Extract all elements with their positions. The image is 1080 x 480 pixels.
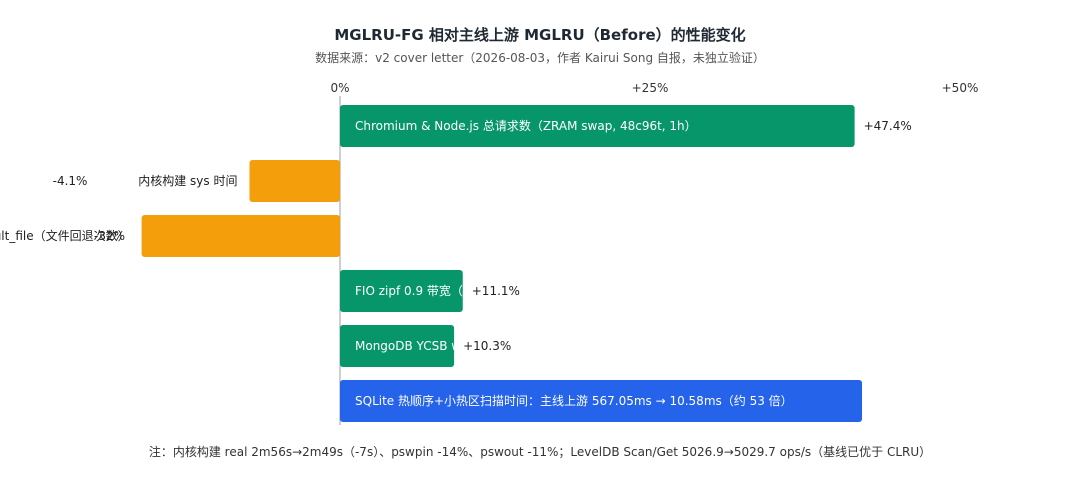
x-tick-label-0: 0% — [330, 81, 349, 95]
x-tick-label-1: +25% — [632, 81, 669, 95]
bar-category-label-4: MongoDB YCSB workloadb（16G memcg, 48 线程） — [355, 338, 662, 353]
bar-category-label-2: default_file（文件回退次数） — [0, 228, 130, 243]
x-tick-label-2: +50% — [942, 81, 979, 95]
bar-category-label-1: 内核构建 sys 时间 — [138, 173, 237, 188]
bar-2 — [141, 215, 340, 257]
chart-title: MGLRU-FG 相对主线上游 MGLRU（Before）的性能变化 — [334, 26, 746, 44]
chart-subtitle: 数据来源：v2 cover letter（2026-08-03，作者 Kairu… — [315, 51, 765, 65]
bar-0 — [340, 105, 855, 147]
bar-5 — [340, 380, 863, 422]
bar-value-label-4: +10.3% — [463, 339, 511, 353]
bar-3 — [340, 270, 463, 312]
bar-1 — [249, 160, 340, 202]
chart-footnote: 注：内核构建 real 2m56s→2m49s（-7s）、pswpin -14%… — [148, 445, 932, 459]
bar-value-label-3: +11.1% — [472, 284, 520, 298]
bar-category-label-5: SQLite 热顺序+小热区扫描时间：主线上游 567.05ms → 10.58… — [355, 393, 793, 408]
bar-4 — [340, 325, 455, 367]
bar-category-label-0: Chromium & Node.js 总请求数（ZRAM swap, 48c96… — [355, 118, 697, 133]
bar-value-label-0: +47.4% — [864, 119, 912, 133]
bar-category-label-3: FIO zipf 0.9 带宽（NVMe, 16G cgroup） — [355, 283, 587, 298]
bar-value-label-2: -32% — [94, 229, 125, 243]
bar-value-label-1: -4.1% — [53, 174, 88, 188]
